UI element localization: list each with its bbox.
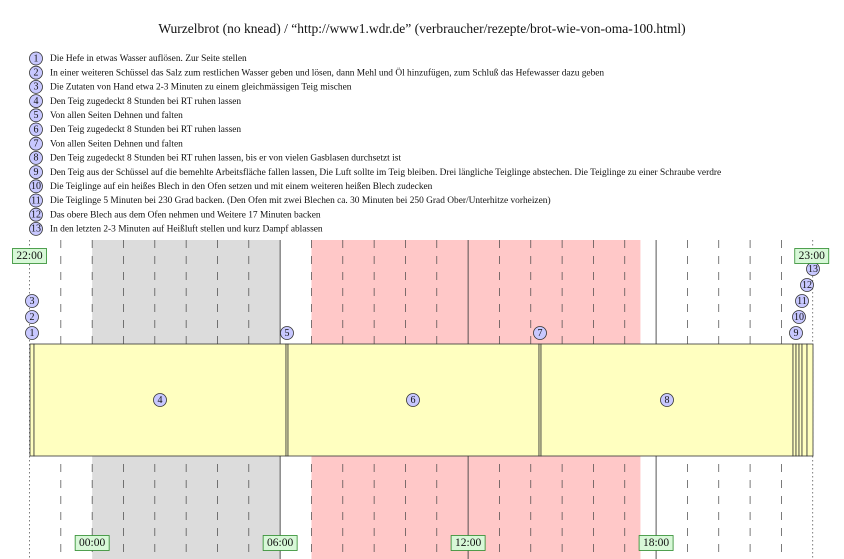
step-marker-number: 4 bbox=[158, 395, 163, 406]
step-text: Den Teig zugedeckt 8 Stunden bei RT ruhe… bbox=[50, 125, 241, 135]
step-text: Das obere Blech aus dem Ofen nehmen und … bbox=[50, 209, 321, 220]
step-marker bbox=[789, 326, 803, 340]
time-label: 23:00 bbox=[799, 250, 825, 262]
step-marker-number: 2 bbox=[30, 312, 35, 323]
time-label-box bbox=[450, 535, 486, 551]
step-text: Den Teig aus der Schüssel auf die bemehl… bbox=[50, 167, 721, 178]
step-text: Den Teig zugedeckt 8 Stunden bei RT ruhe… bbox=[50, 97, 241, 107]
step-marker-number: 9 bbox=[34, 167, 39, 178]
step-marker-number: 3 bbox=[30, 296, 35, 307]
step-marker-number: 11 bbox=[797, 296, 807, 307]
step-block bbox=[806, 343, 814, 457]
time-label-box bbox=[262, 535, 298, 551]
step-block bbox=[29, 343, 35, 457]
time-label-box bbox=[638, 535, 674, 551]
step-marker bbox=[795, 294, 809, 308]
step-marker bbox=[792, 310, 806, 324]
step-marker-number: 9 bbox=[794, 328, 799, 339]
step-marker-number: 13 bbox=[808, 264, 818, 275]
step-marker-number: 5 bbox=[285, 328, 290, 339]
time-label-box bbox=[74, 535, 110, 551]
step-marker bbox=[29, 51, 43, 66]
step-marker-number: 5 bbox=[34, 110, 39, 121]
step-marker bbox=[29, 165, 43, 180]
step-text: Von allen Seiten Dehnen und falten bbox=[50, 138, 183, 149]
step-marker-number: 6 bbox=[34, 124, 39, 135]
step-marker-number: 8 bbox=[665, 395, 670, 406]
time-label-box bbox=[12, 248, 47, 264]
step-marker bbox=[660, 393, 674, 407]
time-label-box bbox=[794, 248, 830, 264]
step-text: Die Hefe in etwas Wasser auflösen. Zur S… bbox=[50, 53, 247, 64]
time-label: 00:00 bbox=[79, 537, 105, 549]
step-marker-number: 12 bbox=[31, 209, 41, 220]
step-marker bbox=[280, 326, 294, 340]
step-block bbox=[795, 343, 800, 457]
step-marker bbox=[533, 326, 547, 340]
step-marker-number: 7 bbox=[34, 138, 39, 149]
time-label: 12:00 bbox=[455, 537, 481, 549]
step-text: In einer weiteren Schüssel das Salz zum … bbox=[50, 66, 604, 78]
step-text: Von allen Seiten Dehnen und falten bbox=[50, 110, 183, 121]
step-text: Die Teiglinge auf ein heißes Blech in de… bbox=[50, 181, 433, 192]
step-block bbox=[792, 343, 797, 457]
step-marker-number: 8 bbox=[34, 153, 39, 164]
step-marker bbox=[29, 179, 43, 194]
step-marker bbox=[29, 207, 43, 222]
step-marker-number: 10 bbox=[794, 312, 804, 323]
step-marker bbox=[29, 150, 43, 165]
step-text: Die Zutaten von Hand etwa 2-3 Minuten zu… bbox=[50, 83, 352, 93]
step-marker-number: 12 bbox=[802, 280, 812, 291]
step-marker-number: 7 bbox=[538, 328, 543, 339]
step-marker bbox=[25, 326, 39, 340]
step-marker bbox=[29, 80, 43, 94]
step-marker bbox=[29, 122, 43, 137]
step-text: Den Teig zugedeckt 8 Stunden bei RT ruhe… bbox=[50, 154, 401, 164]
step-marker bbox=[25, 310, 39, 324]
step-marker-number: 2 bbox=[34, 67, 39, 78]
step-marker-number: 1 bbox=[30, 328, 35, 339]
step-text: Die Teiglinge 5 Minuten bei 230 Grad bac… bbox=[50, 195, 551, 206]
time-label: 22:00 bbox=[16, 250, 42, 262]
step-marker bbox=[25, 294, 39, 308]
step-block bbox=[798, 343, 803, 457]
step-marker bbox=[29, 65, 43, 80]
time-label: 18:00 bbox=[643, 537, 669, 549]
title: Wurzelbrot (no knead) / “http://www1.wdr… bbox=[158, 21, 685, 36]
step-marker bbox=[29, 94, 43, 108]
step-marker-number: 11 bbox=[31, 195, 41, 206]
step-marker bbox=[406, 393, 420, 407]
step-marker bbox=[153, 393, 167, 407]
step-marker-number: 4 bbox=[34, 96, 39, 107]
step-marker bbox=[29, 193, 43, 208]
step-marker-number: 6 bbox=[411, 395, 416, 406]
step-marker-number: 10 bbox=[31, 181, 41, 192]
step-marker bbox=[800, 278, 814, 292]
step-block bbox=[801, 343, 808, 457]
step-marker-number: 1 bbox=[34, 53, 39, 64]
time-label: 06:00 bbox=[267, 537, 293, 549]
step-marker-number: 3 bbox=[34, 82, 39, 93]
step-marker bbox=[29, 221, 43, 236]
step-marker-number: 13 bbox=[31, 224, 41, 235]
step-text: In den letzten 2-3 Minuten auf Heißluft … bbox=[50, 224, 323, 235]
step-marker bbox=[29, 108, 43, 123]
step-marker bbox=[29, 136, 43, 151]
